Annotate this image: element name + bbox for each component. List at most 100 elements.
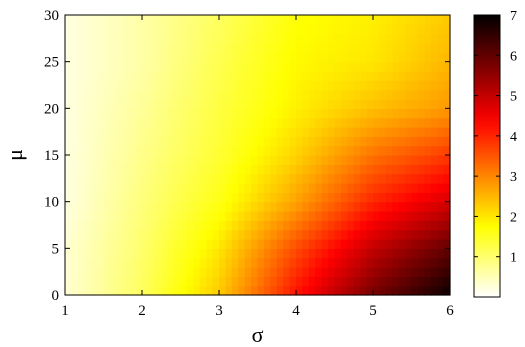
- heatmap-cell: [321, 117, 329, 128]
- heatmap-cell: [289, 164, 297, 175]
- heatmap-cell: [71, 80, 79, 91]
- colorbar: [473, 14, 501, 298]
- heatmap-cell: [315, 61, 323, 72]
- heatmap-cell: [244, 33, 252, 44]
- heatmap-cell: [296, 52, 304, 63]
- heatmap-cell: [430, 239, 438, 249]
- heatmap-cell: [186, 145, 194, 156]
- heatmap-cell: [154, 99, 162, 109]
- heatmap-cell: [225, 276, 233, 287]
- heatmap-cell: [334, 108, 342, 119]
- heatmap-cell: [231, 127, 239, 137]
- heatmap-cell: [289, 80, 297, 91]
- colorbar-tick-label: 3: [510, 170, 517, 185]
- heatmap-cell: [263, 155, 271, 165]
- heatmap-cell: [244, 99, 252, 109]
- heatmap-cell: [90, 99, 98, 109]
- heatmap-cell: [347, 276, 355, 287]
- heatmap-cell: [289, 117, 297, 128]
- heatmap-cell: [135, 80, 143, 91]
- heatmap-cell: [437, 99, 445, 109]
- heatmap-cell: [308, 117, 316, 128]
- heatmap-cell: [417, 211, 425, 221]
- heatmap-cell: [417, 220, 425, 231]
- heatmap-cell: [430, 117, 438, 128]
- heatmap-cell: [353, 127, 361, 137]
- heatmap-cell: [71, 145, 79, 156]
- heatmap-cell: [161, 220, 169, 231]
- heatmap-cell: [206, 220, 214, 231]
- heatmap-cell: [199, 136, 207, 147]
- heatmap-cell: [340, 164, 348, 175]
- heatmap-cell: [193, 127, 201, 137]
- heatmap-cell: [417, 71, 425, 81]
- heatmap-cell: [315, 24, 323, 35]
- heatmap-cell: [443, 89, 451, 100]
- heatmap-cell: [366, 173, 374, 184]
- heatmap-cell: [225, 117, 233, 128]
- heatmap-cell: [97, 257, 105, 268]
- heatmap-cell: [109, 43, 117, 53]
- heatmap-cell: [97, 173, 105, 184]
- heatmap-cell: [251, 239, 259, 249]
- heatmap-cell: [174, 80, 182, 91]
- heatmap-cell: [289, 145, 297, 156]
- heatmap-cell: [238, 71, 246, 81]
- heatmap-cell: [71, 257, 79, 268]
- heatmap-cell: [122, 24, 130, 35]
- heatmap-cell: [270, 71, 278, 81]
- heatmap-cell: [103, 52, 111, 63]
- heatmap-cell: [276, 192, 284, 203]
- heatmap-cell: [71, 127, 79, 137]
- heatmap-cell: [199, 183, 207, 193]
- heatmap-cell: [424, 99, 432, 109]
- heatmap-cell: [308, 183, 316, 193]
- heatmap-cell: [257, 173, 265, 184]
- heatmap-cell: [109, 248, 117, 259]
- heatmap-cell: [353, 136, 361, 147]
- heatmap-cell: [283, 89, 291, 100]
- heatmap-cell: [315, 229, 323, 240]
- heatmap-cell: [231, 211, 239, 221]
- heatmap-cell: [122, 43, 130, 53]
- heatmap-cell: [225, 145, 233, 156]
- heatmap-cell: [77, 220, 85, 231]
- heatmap-cell: [135, 89, 143, 100]
- heatmap-cell: [116, 285, 124, 296]
- heatmap-cell: [289, 220, 297, 231]
- heatmap-cell: [174, 127, 182, 137]
- heatmap-cell: [328, 192, 336, 203]
- heatmap-cell: [360, 276, 368, 287]
- heatmap-cell: [398, 108, 406, 119]
- heatmap-cell: [379, 239, 387, 249]
- heatmap-cell: [270, 192, 278, 203]
- heatmap-cell: [405, 285, 413, 296]
- heatmap-cell: [135, 220, 143, 231]
- heatmap-cell: [340, 71, 348, 81]
- heatmap-cell: [116, 24, 124, 35]
- heatmap-cell: [392, 145, 400, 156]
- heatmap-cell: [65, 229, 73, 240]
- heatmap-cell: [180, 71, 188, 81]
- heatmap-cell: [360, 61, 368, 72]
- heatmap-cell: [430, 71, 438, 81]
- heatmap-cell: [373, 43, 381, 53]
- heatmap-cell: [129, 15, 137, 25]
- heatmap-cell: [90, 164, 98, 175]
- heatmap-cell: [437, 43, 445, 53]
- heatmap-cell: [103, 173, 111, 184]
- heatmap-cell: [161, 276, 169, 287]
- heatmap-cell: [161, 136, 169, 147]
- heatmap-cell: [321, 201, 329, 212]
- heatmap-cell: [71, 239, 79, 249]
- heatmap-cell: [77, 61, 85, 72]
- heatmap-cell: [417, 108, 425, 119]
- heatmap-cell: [186, 164, 194, 175]
- heatmap-cell: [270, 127, 278, 137]
- heatmap-cell: [417, 61, 425, 72]
- heatmap-cell: [283, 52, 291, 63]
- heatmap-cell: [116, 80, 124, 91]
- heatmap-cell: [430, 267, 438, 277]
- heatmap-cell: [321, 285, 329, 296]
